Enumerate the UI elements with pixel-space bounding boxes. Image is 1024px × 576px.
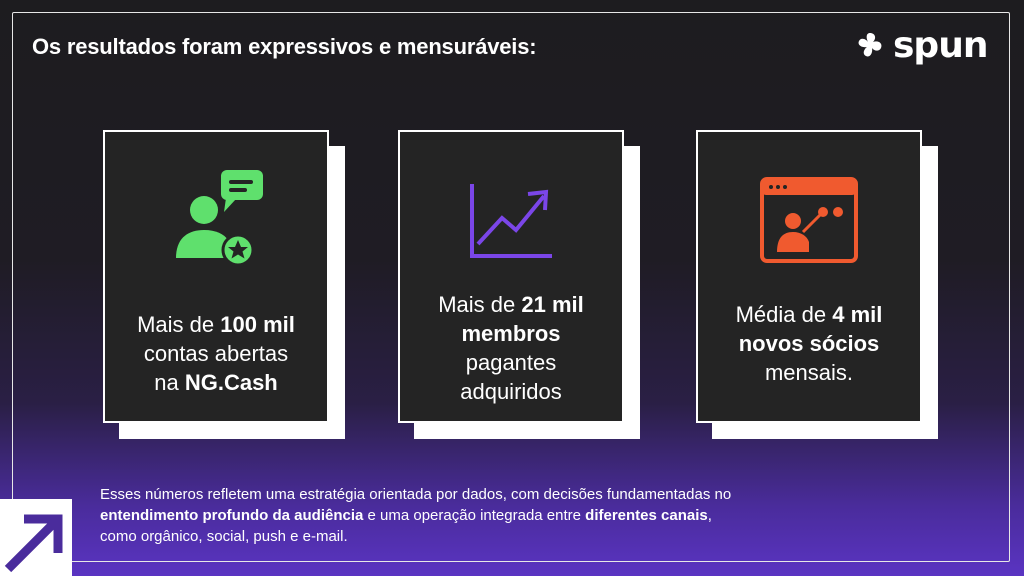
stat-card-partners: Média de 4 mil novos sócios mensais. — [696, 130, 938, 440]
card2-line1: Mais de 21 mil — [438, 292, 584, 317]
trending-up-chart-icon — [470, 184, 552, 258]
slide-frame — [12, 12, 1010, 562]
card3-line1: Média de 4 mil — [735, 302, 883, 327]
card1-line3: na NG.Cash — [154, 370, 278, 395]
spun-logo: spun — [853, 26, 1001, 66]
card2-value: 21 mil — [521, 292, 584, 317]
footer-text: Esses números refletem uma estratégia or… — [100, 484, 920, 547]
user-chat-star-icon — [176, 170, 263, 267]
stat-card-accounts: Mais de 100 mil contas abertas na NG.Cas… — [103, 130, 345, 440]
browser-presenter-icon — [760, 177, 858, 263]
card2-line3: pagantes — [465, 350, 557, 375]
corner-arrow-icon — [0, 499, 72, 576]
footer-line2: entendimento profundo da audiência e uma… — [100, 507, 712, 524]
card3-value: 4 mil — [832, 302, 883, 327]
card1-line2: contas abertas — [143, 341, 289, 366]
card-body: Média de 4 mil novos sócios mensais. — [696, 130, 922, 423]
card1-value: 100 mil — [220, 312, 295, 337]
card3-line2: novos sócios — [738, 331, 880, 356]
card1-line1: Mais de 100 mil — [137, 312, 295, 337]
footer-line3: como orgânico, social, push e e-mail. — [100, 528, 348, 545]
card-body: Mais de 21 mil membros pagantes adquirid… — [398, 130, 624, 423]
slide-heading: Os resultados foram expressivos e mensur… — [32, 34, 537, 59]
leaf-mark-icon — [858, 33, 882, 57]
stat-card-members: Mais de 21 mil membros pagantes adquirid… — [398, 130, 640, 440]
card-body: Mais de 100 mil contas abertas na NG.Cas… — [103, 130, 329, 423]
logo-wordmark: spun — [893, 25, 988, 66]
footer-line1: Esses números refletem uma estratégia or… — [100, 486, 732, 503]
card3-line3: mensais. — [764, 360, 854, 385]
card2-line2: membros — [461, 321, 561, 346]
card2-line4: adquiridos — [460, 379, 562, 404]
